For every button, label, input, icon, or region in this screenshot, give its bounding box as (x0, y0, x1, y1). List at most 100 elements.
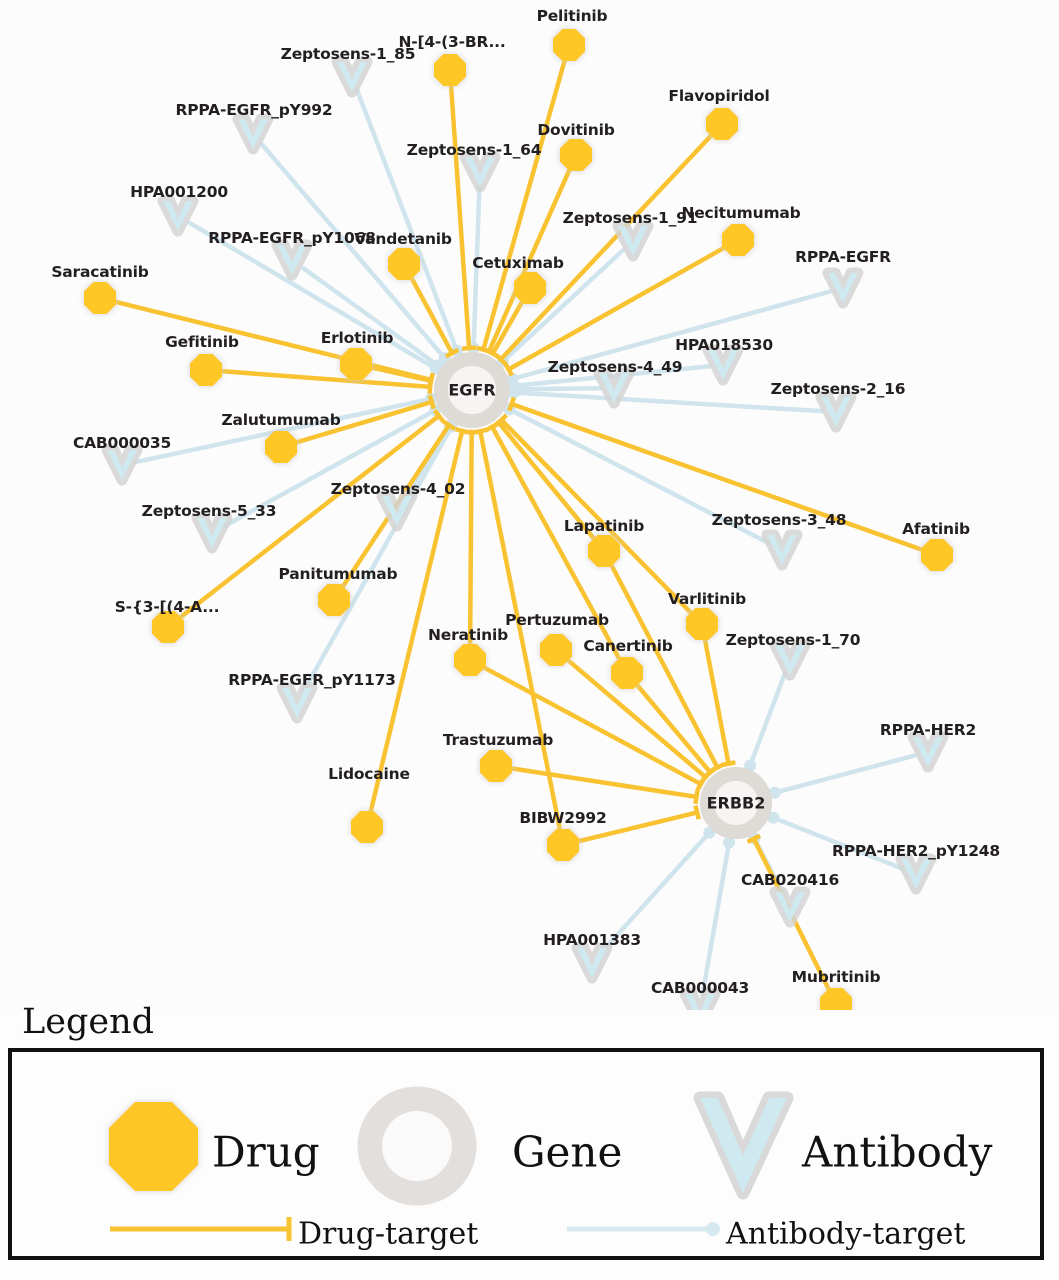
drug-node[interactable] (588, 535, 620, 567)
antibody-label: HPA018530 (675, 336, 773, 354)
edge[interactable] (408, 274, 455, 356)
edge[interactable] (509, 401, 927, 553)
edge[interactable] (702, 635, 731, 766)
antibody-node[interactable] (708, 350, 738, 380)
edge[interactable] (496, 420, 598, 543)
drug-node[interactable] (434, 54, 466, 86)
antibody-node[interactable] (577, 948, 607, 978)
edge[interactable] (367, 364, 434, 384)
edge-dot-cap (744, 759, 757, 772)
drug-label: Mubritinib (791, 968, 881, 986)
antibody-node[interactable] (901, 859, 931, 889)
edge[interactable] (467, 429, 474, 649)
antibody-label: Zeptosens-3_48 (711, 511, 847, 529)
antibody-label: Zeptosens-1_70 (725, 631, 861, 649)
drug-node[interactable] (318, 584, 350, 616)
antibody-node[interactable] (685, 994, 715, 1010)
antibody-node[interactable] (775, 645, 805, 675)
drug-node[interactable] (706, 108, 738, 140)
edge-bar-cap (485, 348, 500, 359)
edge[interactable] (480, 664, 704, 787)
edge[interactable] (301, 424, 454, 694)
drug-node[interactable] (340, 348, 372, 380)
edge[interactable] (564, 656, 708, 780)
gene-node[interactable] (434, 352, 510, 428)
antibody-node[interactable] (382, 496, 412, 526)
edge[interactable] (368, 428, 465, 816)
antibody-node[interactable] (618, 226, 648, 256)
legend-svg (109, 1086, 794, 1241)
edge[interactable] (481, 56, 568, 352)
edge[interactable] (354, 87, 460, 354)
edge[interactable] (499, 417, 695, 617)
drug-node[interactable] (190, 354, 222, 386)
edge[interactable] (511, 385, 603, 392)
antibody-node[interactable] (282, 688, 312, 718)
edge[interactable] (506, 244, 729, 372)
drug-node[interactable] (514, 272, 546, 304)
edge[interactable] (133, 396, 434, 465)
edge[interactable] (217, 368, 433, 390)
antibody-node[interactable] (775, 892, 805, 922)
edge[interactable] (511, 390, 825, 414)
drug-node[interactable] (540, 634, 572, 666)
network-graph[interactable]: Zeptosens-1_85 RPPA-EGFR_pY992 Zeptosens-1… (0, 0, 1059, 1010)
edge[interactable] (187, 220, 439, 371)
edge[interactable] (599, 830, 712, 955)
drug-node[interactable] (820, 988, 852, 1010)
edge[interactable] (772, 753, 917, 795)
edge[interactable] (574, 810, 700, 844)
antibody-node[interactable] (821, 397, 851, 427)
drug-node[interactable] (560, 139, 592, 171)
edge[interactable] (490, 297, 526, 356)
antibody-node[interactable] (337, 62, 367, 92)
drug-node[interactable] (921, 539, 953, 571)
antibody-node[interactable] (197, 518, 227, 548)
antibody-node[interactable] (238, 119, 268, 149)
drug-node[interactable] (152, 611, 184, 643)
antibody-node[interactable] (277, 245, 307, 275)
edge[interactable] (700, 840, 732, 998)
edge[interactable] (477, 428, 563, 834)
drug-node[interactable] (454, 644, 486, 676)
edge[interactable] (301, 265, 441, 368)
edge[interactable] (489, 424, 623, 663)
edge[interactable] (292, 399, 435, 446)
edge[interactable] (633, 681, 713, 775)
antibody-node[interactable] (599, 373, 629, 403)
edge[interactable] (259, 142, 447, 361)
drug-node[interactable] (611, 657, 643, 689)
drug-node[interactable] (722, 224, 754, 256)
edge[interactable] (500, 248, 625, 364)
edge[interactable] (448, 81, 472, 351)
edge[interactable] (176, 413, 442, 621)
antibody-node[interactable] (828, 273, 858, 303)
drug-node[interactable] (480, 750, 512, 782)
drug-node[interactable] (553, 29, 585, 61)
edge[interactable] (507, 765, 699, 800)
drug-node[interactable] (351, 811, 383, 843)
edge[interactable] (222, 407, 438, 529)
edge[interactable] (486, 165, 573, 354)
antibody-label: Zeptosens-1_64 (406, 141, 542, 159)
edge[interactable] (747, 670, 788, 768)
drug-node[interactable] (84, 282, 116, 314)
gene-node[interactable] (700, 767, 772, 839)
edge[interactable] (608, 561, 720, 770)
drug-node[interactable] (265, 431, 297, 463)
drug-node[interactable] (547, 829, 579, 861)
edge[interactable] (507, 407, 772, 546)
edge[interactable] (471, 183, 482, 351)
edge[interactable] (510, 289, 832, 382)
drug-node[interactable] (388, 248, 420, 280)
drug-node[interactable] (686, 608, 718, 640)
edge[interactable] (498, 131, 715, 362)
edge[interactable] (770, 815, 906, 872)
drug-label: BIBW2992 (519, 809, 607, 827)
antibody-node[interactable] (913, 737, 943, 767)
antibody-node[interactable] (163, 201, 193, 231)
antibody-node[interactable] (767, 535, 797, 565)
drug-label: Lidocaine (328, 765, 410, 783)
antibody-node[interactable] (465, 157, 495, 187)
antibody-node[interactable] (107, 450, 137, 480)
